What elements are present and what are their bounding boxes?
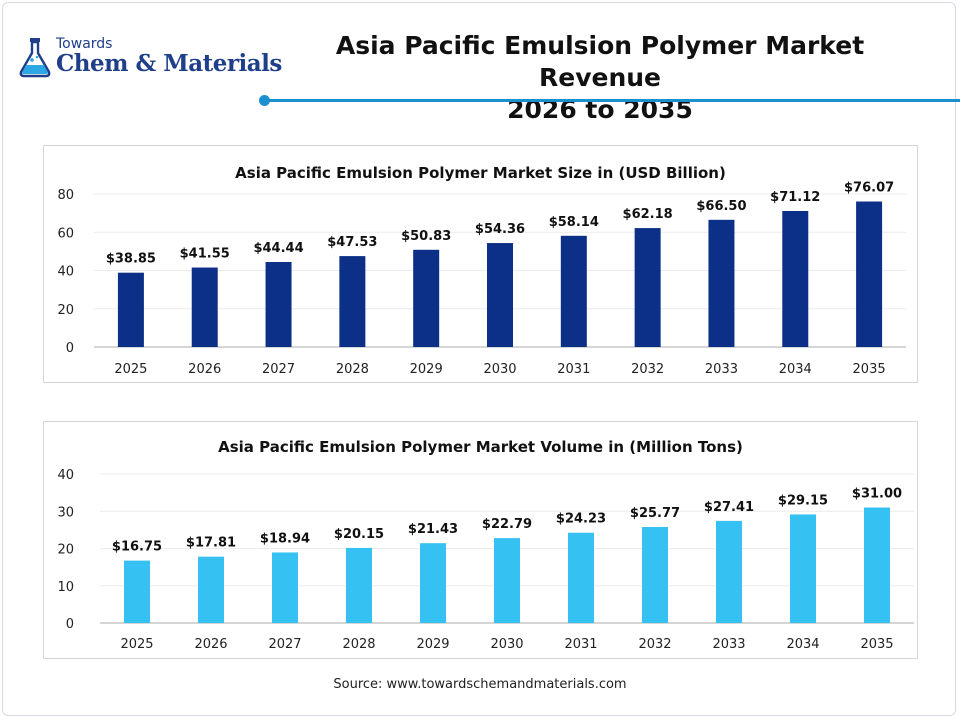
volume-x-tick-label: 2026 bbox=[194, 637, 227, 652]
volume-bar[interactable] bbox=[716, 520, 742, 623]
volume-bar[interactable] bbox=[790, 514, 816, 623]
title-underline bbox=[262, 99, 960, 102]
volume-x-tick-label: 2031 bbox=[564, 637, 597, 652]
size-x-tick-label: 2025 bbox=[114, 362, 147, 377]
size-bar[interactable] bbox=[339, 256, 366, 347]
size-data-label: $58.14 bbox=[549, 215, 599, 230]
size-data-label: $71.12 bbox=[770, 190, 820, 205]
volume-bar[interactable] bbox=[346, 547, 372, 623]
size-data-label: $76.07 bbox=[844, 181, 894, 196]
market-volume-chart-panel: Asia Pacific Emulsion Polymer Market Vol… bbox=[43, 421, 918, 659]
size-x-tick-label: 2027 bbox=[262, 362, 295, 377]
page-title-line1: Asia Pacific Emulsion Polymer Market Rev… bbox=[335, 31, 865, 92]
volume-data-label: $16.75 bbox=[112, 540, 162, 555]
volume-data-label: $20.15 bbox=[334, 527, 384, 542]
size-x-tick-label: 2034 bbox=[779, 362, 812, 377]
volume-x-tick-label: 2034 bbox=[786, 637, 819, 652]
volume-data-label: $24.23 bbox=[556, 512, 606, 527]
size-data-label: $44.44 bbox=[253, 241, 303, 256]
volume-bar[interactable] bbox=[642, 527, 668, 623]
volume-data-label: $27.41 bbox=[704, 500, 754, 515]
volume-bar[interactable] bbox=[864, 507, 890, 623]
volume-bar[interactable] bbox=[568, 532, 594, 623]
size-bar[interactable] bbox=[413, 249, 440, 347]
volume-y-tick-label: 0 bbox=[66, 617, 74, 632]
logo-main-text: Chem & Materials bbox=[56, 50, 282, 77]
volume-data-label: $17.81 bbox=[186, 536, 236, 551]
size-data-label: $66.50 bbox=[696, 199, 746, 214]
size-data-label: $47.53 bbox=[327, 235, 377, 250]
volume-x-tick-label: 2035 bbox=[860, 637, 893, 652]
size-x-tick-label: 2030 bbox=[483, 362, 516, 377]
size-x-tick-label: 2033 bbox=[705, 362, 738, 377]
volume-x-tick-label: 2028 bbox=[342, 637, 375, 652]
volume-y-tick-label: 10 bbox=[57, 580, 74, 595]
size-x-tick-label: 2035 bbox=[853, 362, 886, 377]
size-bar[interactable] bbox=[708, 219, 735, 347]
volume-y-tick-label: 40 bbox=[57, 468, 74, 483]
volume-x-tick-label: 2027 bbox=[268, 637, 301, 652]
volume-data-label: $21.43 bbox=[408, 522, 458, 537]
volume-data-label: $31.00 bbox=[852, 487, 902, 502]
size-bar[interactable] bbox=[560, 235, 587, 347]
volume-x-tick-label: 2033 bbox=[712, 637, 745, 652]
size-bar[interactable] bbox=[782, 210, 809, 347]
volume-data-label: $18.94 bbox=[260, 531, 310, 546]
size-bar[interactable] bbox=[265, 262, 292, 347]
volume-bar[interactable] bbox=[420, 543, 446, 623]
size-data-label: $50.83 bbox=[401, 229, 451, 244]
size-data-label: $54.36 bbox=[475, 222, 525, 237]
source-note: Source: www.towardschemandmaterials.com bbox=[333, 677, 627, 692]
size-x-tick-label: 2028 bbox=[336, 362, 369, 377]
size-x-tick-label: 2026 bbox=[188, 362, 221, 377]
page-title: Asia Pacific Emulsion Polymer Market Rev… bbox=[290, 30, 910, 126]
size-y-tick-label: 40 bbox=[57, 265, 74, 280]
size-y-tick-label: 0 bbox=[66, 341, 74, 356]
brand-logo[interactable]: Towards Chem & Materials bbox=[16, 34, 282, 80]
flask-icon bbox=[19, 38, 51, 78]
size-bar[interactable] bbox=[191, 267, 218, 347]
volume-bar[interactable] bbox=[272, 552, 298, 623]
volume-y-tick-label: 30 bbox=[57, 505, 74, 520]
market-size-chart: Asia Pacific Emulsion Polymer Market Siz… bbox=[57, 164, 906, 377]
size-x-tick-label: 2029 bbox=[410, 362, 443, 377]
volume-data-label: $29.15 bbox=[778, 493, 828, 508]
logo-top-text: Towards bbox=[56, 36, 113, 52]
volume-x-tick-label: 2029 bbox=[416, 637, 449, 652]
size-y-tick-label: 60 bbox=[57, 226, 74, 241]
volume-x-tick-label: 2030 bbox=[490, 637, 523, 652]
market-volume-chart: Asia Pacific Emulsion Polymer Market Vol… bbox=[57, 438, 914, 652]
size-y-tick-label: 80 bbox=[57, 188, 74, 203]
market-size-chart-panel: Asia Pacific Emulsion Polymer Market Siz… bbox=[43, 145, 918, 383]
title-underline-dot bbox=[259, 95, 270, 106]
size-bar[interactable] bbox=[634, 228, 661, 347]
volume-x-tick-label: 2032 bbox=[638, 637, 671, 652]
size-y-tick-label: 20 bbox=[57, 303, 74, 318]
size-bar[interactable] bbox=[856, 201, 883, 347]
size-bar[interactable] bbox=[117, 272, 144, 347]
volume-x-tick-label: 2025 bbox=[120, 637, 153, 652]
volume-bar[interactable] bbox=[494, 538, 520, 623]
volume-y-tick-label: 20 bbox=[57, 543, 74, 558]
volume-data-label: $25.77 bbox=[630, 506, 680, 521]
size-x-tick-label: 2031 bbox=[557, 362, 590, 377]
size-data-label: $41.55 bbox=[180, 247, 230, 262]
size-data-label: $62.18 bbox=[623, 207, 673, 222]
size-chart-title: Asia Pacific Emulsion Polymer Market Siz… bbox=[235, 164, 726, 182]
volume-bar[interactable] bbox=[124, 560, 150, 623]
size-data-label: $38.85 bbox=[106, 252, 156, 267]
volume-bar[interactable] bbox=[198, 556, 224, 623]
volume-data-label: $22.79 bbox=[482, 517, 532, 532]
size-x-tick-label: 2032 bbox=[631, 362, 664, 377]
volume-chart-title: Asia Pacific Emulsion Polymer Market Vol… bbox=[218, 438, 743, 456]
size-bar[interactable] bbox=[487, 243, 513, 347]
